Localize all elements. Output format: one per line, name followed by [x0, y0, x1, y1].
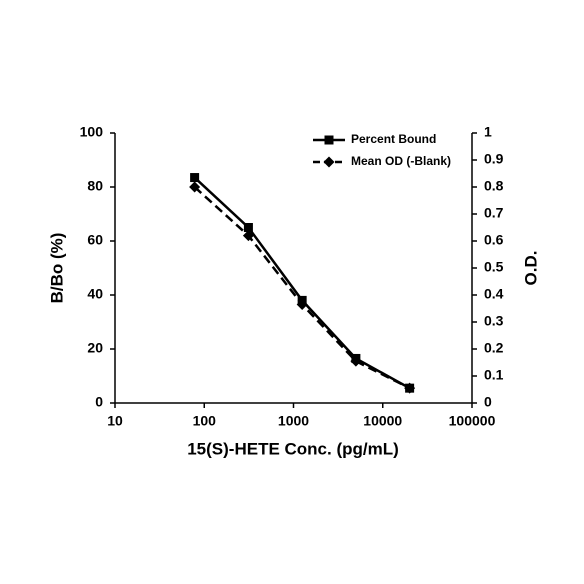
data-line	[193, 186, 411, 390]
y2-tick-label: 0	[484, 394, 492, 410]
marker	[296, 298, 308, 310]
y2-tick-label: 0.1	[484, 367, 504, 383]
y-tick-label: 40	[87, 286, 103, 302]
marker	[350, 355, 362, 367]
y2-tick-label: 0.8	[484, 178, 504, 194]
y2-axis-title: O.D.	[521, 251, 540, 286]
data-line	[193, 176, 411, 390]
y-tick-label: 60	[87, 232, 103, 248]
y2-tick-label: 0.5	[484, 259, 504, 275]
y2-tick-label: 1	[484, 124, 492, 140]
marker	[323, 156, 335, 168]
x-tick-label: 1000	[278, 413, 309, 429]
marker	[190, 173, 200, 183]
y2-tick-label: 0.4	[484, 286, 504, 302]
legend-label: Mean OD (-Blank)	[351, 154, 451, 168]
marker	[324, 135, 334, 145]
y-tick-label: 100	[80, 124, 104, 140]
marker	[243, 223, 253, 232]
x-tick-label: 100000	[449, 413, 496, 429]
marker	[242, 230, 254, 242]
marker	[189, 181, 201, 193]
marker	[404, 382, 416, 394]
x-axis-title: 15(S)-HETE Conc. (pg/mL)	[187, 439, 399, 458]
y-axis-title: B/Bo (%)	[47, 233, 66, 304]
x-tick-label: 10000	[363, 413, 402, 429]
y-tick-label: 0	[95, 394, 103, 410]
y2-tick-label: 0.6	[484, 232, 504, 248]
legend-label: Percent Bound	[351, 132, 436, 146]
y2-tick-label: 0.9	[484, 151, 504, 167]
y2-tick-label: 0.2	[484, 340, 504, 356]
y-tick-label: 80	[87, 178, 103, 194]
x-tick-label: 10	[107, 413, 123, 429]
y2-tick-label: 0.3	[484, 313, 504, 329]
y-tick-label: 20	[87, 340, 103, 356]
y2-tick-label: 0.7	[484, 205, 504, 221]
x-tick-label: 100	[193, 413, 217, 429]
